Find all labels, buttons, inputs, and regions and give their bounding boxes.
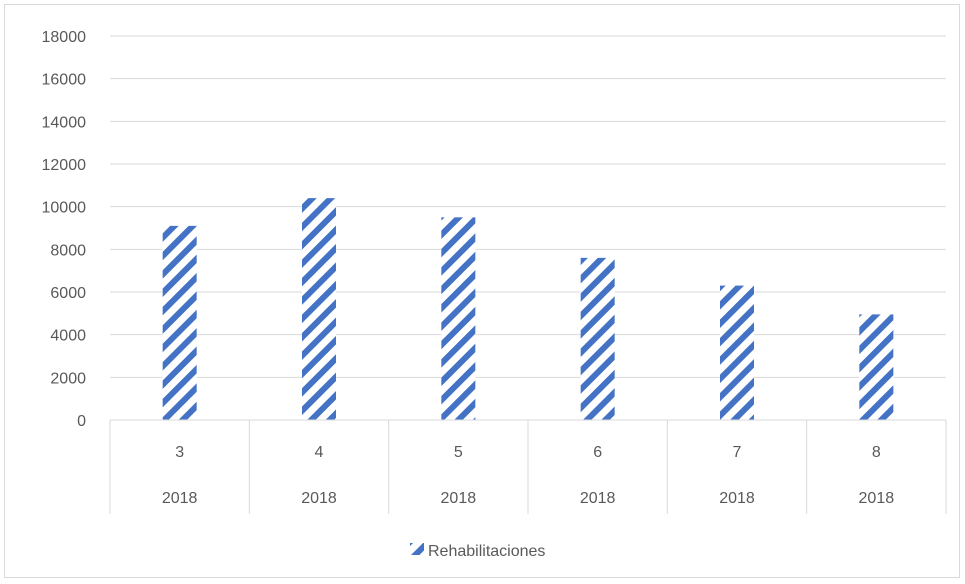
bar-6-2018[interactable]	[580, 257, 615, 420]
bar-5-2018[interactable]	[441, 217, 476, 420]
x-tick-label-year: 2018	[301, 490, 337, 507]
y-tick-label: 6000	[50, 285, 86, 302]
y-tick-label: 16000	[42, 72, 87, 89]
x-tick-label-year: 2018	[441, 490, 477, 507]
y-tick-label: 18000	[42, 29, 87, 46]
y-tick-label: 8000	[50, 242, 86, 259]
x-tick-label-month: 4	[315, 444, 324, 461]
x-tick-label-month: 5	[454, 444, 463, 461]
x-tick-label-month: 3	[175, 444, 184, 461]
gridlines	[110, 35, 946, 421]
bar-chart: 0 2000 4000 6000 8000 10000 12000 14000 16000 180…	[42, 29, 947, 560]
x-tick-label-month: 8	[872, 444, 881, 461]
legend-swatch	[410, 543, 424, 555]
x-tick-label-month: 7	[733, 444, 742, 461]
bar-3-2018[interactable]	[162, 225, 197, 420]
y-tick-label: 14000	[42, 114, 87, 131]
legend[interactable]: Rehabilitaciones	[410, 543, 545, 560]
x-tick-label-year: 2018	[580, 490, 616, 507]
x-tick-label-year: 2018	[162, 490, 198, 507]
x-tick-label-month: 6	[593, 444, 602, 461]
bar-8-2018[interactable]	[859, 314, 894, 420]
y-tick-label: 0	[77, 413, 86, 430]
x-tick-label-year: 2018	[859, 490, 895, 507]
chart-area: 0 2000 4000 6000 8000 10000 12000 14000 16000 180…	[4, 4, 960, 578]
legend-label: Rehabilitaciones	[428, 543, 545, 560]
bar-7-2018[interactable]	[720, 285, 754, 420]
y-tick-label: 12000	[42, 157, 87, 174]
bars	[162, 198, 894, 420]
y-tick-label: 4000	[50, 328, 86, 345]
x-axis: 3 2018 4 2018 5 2018 6 2018 7 2018 8 2018	[109, 419, 947, 514]
x-tick-label-year: 2018	[719, 490, 755, 507]
y-tick-label: 10000	[42, 200, 87, 217]
y-tick-label: 2000	[50, 370, 86, 387]
y-axis-tick-labels: 0 2000 4000 6000 8000 10000 12000 14000 16000 180…	[42, 29, 87, 430]
bar-4-2018[interactable]	[302, 198, 336, 420]
